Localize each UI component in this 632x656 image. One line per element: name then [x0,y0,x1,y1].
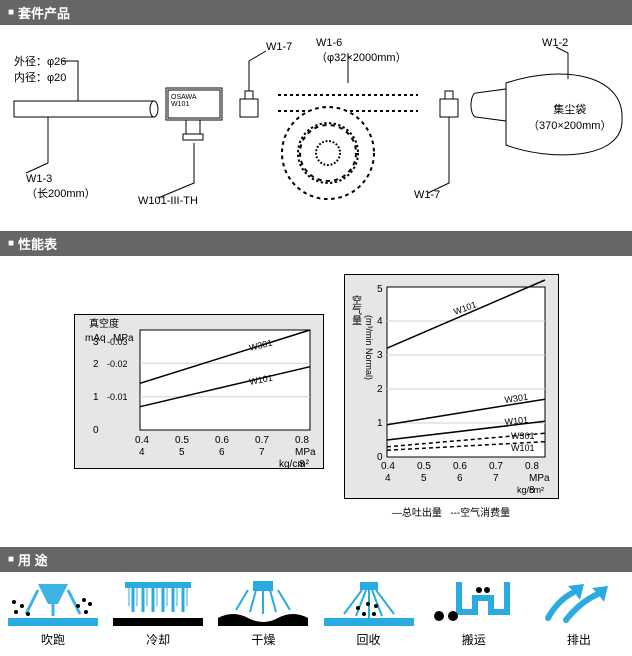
svg-text:7: 7 [259,447,265,458]
perf-charts: 真空度 mAq MPa 0 1 2 3 -0.01 -0.02 -0.03 0.… [0,256,632,547]
svg-text:4: 4 [377,316,383,327]
svg-text:0.4: 0.4 [381,461,395,472]
icon-dry-label: 干燥 [218,631,308,648]
section-title-use: 用 途 [18,550,48,569]
svg-text:(m³/min Normal): (m³/min Normal) [364,315,374,380]
w1-3-label: W1-3 [26,173,96,185]
section-header-kit: 套件产品 [0,0,632,25]
svg-text:1: 1 [377,418,383,429]
icon-collect-label: 回收 [324,631,414,648]
icon-blow: 吹跑 [8,576,98,648]
icon-collect: 回收 [324,576,414,648]
icon-transport-label: 搬运 [429,631,519,648]
svg-text:2: 2 [377,384,383,395]
w1-2-label: W1-2 [542,37,568,49]
use-icons-row: 吹跑 冷却 [0,572,632,656]
svg-text:MPa: MPa [295,447,316,458]
w1-3-length: （长200mm） [26,185,96,201]
icon-cool-label: 冷却 [113,631,203,648]
svg-text:0.7: 0.7 [255,435,269,446]
svg-text:空气量: 空气量 [349,294,361,325]
kit-diagram: 外径：φ26 内径：φ20 [0,25,632,231]
section-title-kit: 套件产品 [18,3,70,22]
air-chart-legend: —总吐出量 ---空气消费量 [344,504,559,519]
svg-text:kg/cm²: kg/cm² [517,485,544,495]
svg-text:0.5: 0.5 [417,461,431,472]
air-chart: 空气量 (m³/min Normal) 0 1 2 3 4 5 0.4 0.5 … [344,274,559,519]
svg-text:0.5: 0.5 [175,435,189,446]
svg-text:5: 5 [179,447,185,458]
svg-text:2: 2 [93,359,99,370]
svg-text:4: 4 [139,447,145,458]
w1-6-dim: （φ32×2000mm） [316,52,407,64]
svg-text:3: 3 [93,337,99,348]
vacuum-chart: 真空度 mAq MPa 0 1 2 3 -0.01 -0.02 -0.03 0.… [74,274,324,472]
svg-text:1: 1 [93,392,99,403]
svg-text:W101: W101 [511,443,535,453]
section-header-perf: 性能表 [0,231,632,256]
icon-discharge: 排出 [534,576,624,648]
svg-text:0.6: 0.6 [215,435,229,446]
svg-text:W301: W301 [511,431,535,441]
svg-text:0.8: 0.8 [525,461,539,472]
svg-text:5: 5 [421,473,427,484]
svg-text:6: 6 [457,473,463,484]
svg-text:-0.02: -0.02 [107,359,128,369]
osawa-model: W101 [171,101,197,108]
svg-text:0.6: 0.6 [453,461,467,472]
svg-text:3: 3 [377,350,383,361]
svg-text:kg/cm²: kg/cm² [279,459,310,469]
section-title-perf: 性能表 [18,234,57,253]
svg-text:0: 0 [93,425,99,436]
w1-6-label: W1-6 [316,37,342,49]
svg-text:0.8: 0.8 [295,435,309,446]
bag-dim: （370×200mm） [528,117,611,133]
svg-text:-0.01: -0.01 [107,392,128,402]
w1-7-right-label: W1-7 [414,189,440,201]
section-header-use: 用 途 [0,547,632,572]
svg-text:5: 5 [377,284,383,295]
svg-text:-0.03: -0.03 [107,337,128,347]
w101-label: W101-III-TH [138,195,198,207]
svg-text:4: 4 [385,473,391,484]
svg-text:0.7: 0.7 [489,461,503,472]
svg-text:MPa: MPa [529,473,550,484]
icon-blow-label: 吹跑 [8,631,98,648]
vacuum-title: 真空度 [89,317,119,330]
bag-label: 集尘袋 [528,101,611,117]
svg-text:7: 7 [493,473,499,484]
icon-dry: 干燥 [218,576,308,648]
svg-text:6: 6 [219,447,225,458]
icon-cool: 冷却 [113,576,203,648]
w1-7-left-label: W1-7 [266,41,292,53]
icon-discharge-label: 排出 [534,631,624,648]
icon-transport: 搬运 [429,576,519,648]
svg-text:0.4: 0.4 [135,435,149,446]
osawa-brand: OSAWA [171,94,197,101]
